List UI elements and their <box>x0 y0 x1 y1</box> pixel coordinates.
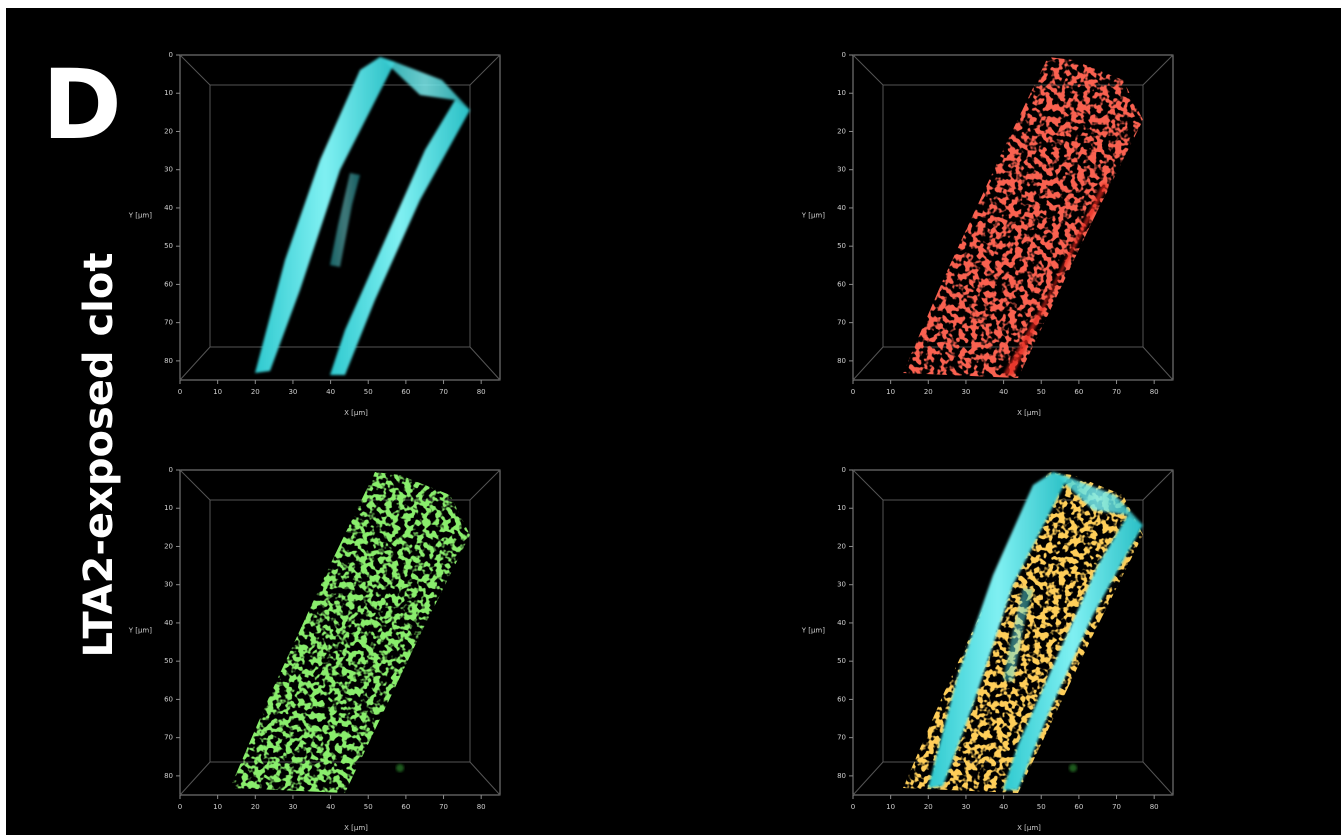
y-tick-label: 70 <box>837 734 846 742</box>
y-tick-label: 80 <box>837 772 846 780</box>
y-tick-label: 40 <box>837 204 846 212</box>
y-tick-label: 50 <box>164 242 173 250</box>
x-tick-label: 0 <box>178 803 182 811</box>
y-tick-label: 40 <box>164 619 173 627</box>
y-tick-label: 10 <box>837 89 846 97</box>
y-tick-label: 20 <box>164 127 173 135</box>
x-tick-label: 40 <box>999 803 1008 811</box>
y-tick-label: 0 <box>169 466 173 474</box>
y-tick-label: 20 <box>837 127 846 135</box>
background <box>6 8 1341 835</box>
y-tick-label: 40 <box>164 204 173 212</box>
x-axis-label: X [µm] <box>1017 409 1041 417</box>
y-tick-label: 20 <box>837 542 846 550</box>
y-tick-label: 80 <box>164 357 173 365</box>
x-tick-label: 10 <box>886 388 895 396</box>
x-tick-label: 20 <box>251 803 260 811</box>
y-tick-label: 30 <box>164 581 173 589</box>
y-tick-label: 40 <box>837 619 846 627</box>
x-tick-label: 70 <box>1112 803 1121 811</box>
y-tick-label: 60 <box>837 280 846 288</box>
x-tick-label: 30 <box>961 388 970 396</box>
x-tick-label: 20 <box>251 388 260 396</box>
x-axis-label: X [µm] <box>344 409 368 417</box>
x-tick-label: 80 <box>477 803 486 811</box>
x-tick-label: 60 <box>1074 803 1083 811</box>
x-tick-label: 30 <box>288 388 297 396</box>
x-tick-label: 80 <box>477 388 486 396</box>
y-tick-label: 50 <box>837 657 846 665</box>
y-tick-label: 10 <box>164 89 173 97</box>
y-tick-label: 30 <box>837 581 846 589</box>
x-tick-label: 70 <box>1112 388 1121 396</box>
x-tick-label: 40 <box>326 388 335 396</box>
y-axis-label: Y [µm] <box>801 627 826 635</box>
x-tick-label: 50 <box>364 803 373 811</box>
y-axis-label: Y [µm] <box>128 212 153 220</box>
x-tick-label: 80 <box>1150 803 1159 811</box>
x-tick-label: 20 <box>924 803 933 811</box>
x-tick-label: 80 <box>1150 388 1159 396</box>
y-tick-label: 50 <box>837 242 846 250</box>
y-tick-label: 60 <box>837 695 846 703</box>
panel-label: D <box>42 49 122 161</box>
y-tick-label: 80 <box>837 357 846 365</box>
y-tick-label: 20 <box>164 542 173 550</box>
y-tick-label: 70 <box>837 319 846 327</box>
x-tick-label: 0 <box>178 388 182 396</box>
x-tick-label: 50 <box>1037 388 1046 396</box>
y-tick-label: 30 <box>837 166 846 174</box>
y-tick-label: 70 <box>164 734 173 742</box>
y-axis-label: Y [µm] <box>128 627 153 635</box>
y-tick-label: 30 <box>164 166 173 174</box>
x-tick-label: 0 <box>851 388 855 396</box>
x-axis-label: X [µm] <box>344 824 368 832</box>
x-tick-label: 0 <box>851 803 855 811</box>
y-tick-label: 60 <box>164 280 173 288</box>
x-tick-label: 30 <box>961 803 970 811</box>
panel-cyan: 0 10 20 30 40 50 60 70 80 0 10 20 30 40 50 60 70 80 X [µm]… <box>128 51 501 417</box>
x-tick-label: 10 <box>886 803 895 811</box>
x-tick-label: 30 <box>288 803 297 811</box>
x-tick-label: 10 <box>213 803 222 811</box>
y-tick-label: 70 <box>164 319 173 327</box>
x-tick-label: 20 <box>924 388 933 396</box>
x-tick-label: 50 <box>364 388 373 396</box>
y-tick-label: 80 <box>164 772 173 780</box>
x-tick-label: 40 <box>999 388 1008 396</box>
x-tick-label: 60 <box>401 803 410 811</box>
x-tick-label: 60 <box>401 388 410 396</box>
y-tick-label: 0 <box>842 466 846 474</box>
x-tick-label: 10 <box>213 388 222 396</box>
row-label: LTA2-exposed clot <box>76 253 122 658</box>
x-axis-label: X [µm] <box>1017 824 1041 832</box>
y-tick-label: 10 <box>837 504 846 512</box>
y-tick-label: 10 <box>164 504 173 512</box>
x-tick-label: 40 <box>326 803 335 811</box>
y-axis-label: Y [µm] <box>801 212 826 220</box>
x-tick-label: 60 <box>1074 388 1083 396</box>
x-tick-label: 70 <box>439 803 448 811</box>
y-tick-label: 60 <box>164 695 173 703</box>
y-tick-label: 0 <box>842 51 846 59</box>
x-tick-label: 50 <box>1037 803 1046 811</box>
x-tick-label: 70 <box>439 388 448 396</box>
y-tick-label: 0 <box>169 51 173 59</box>
y-tick-label: 50 <box>164 657 173 665</box>
